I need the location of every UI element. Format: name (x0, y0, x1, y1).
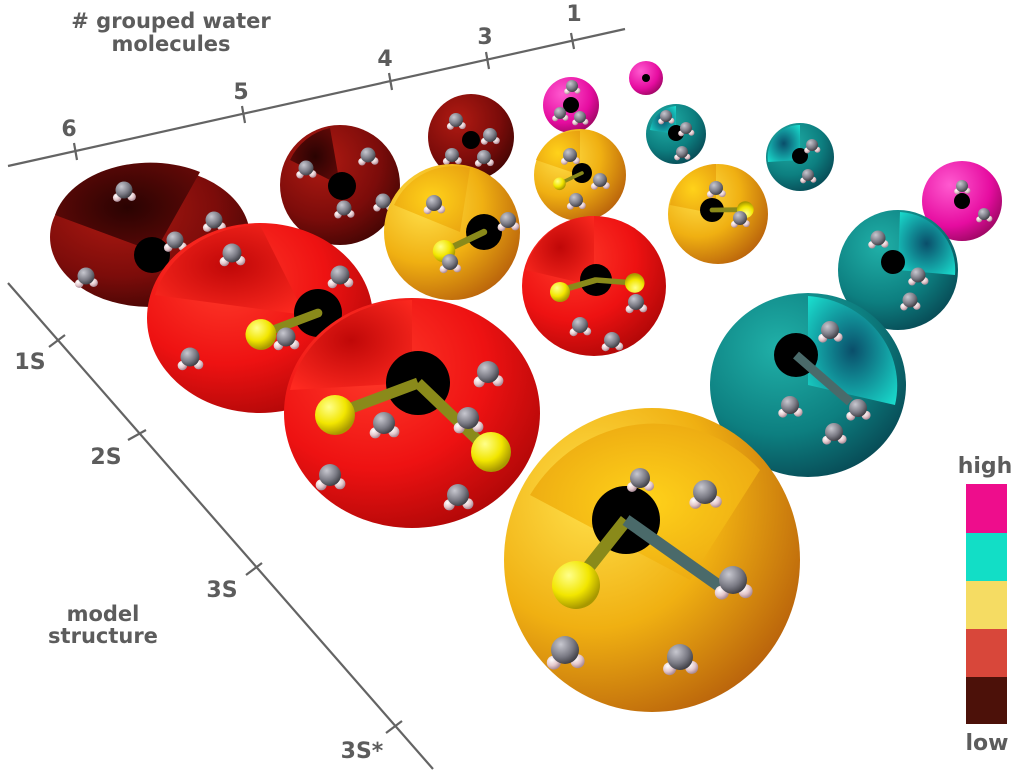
left-tick-label-2S: 2S (90, 445, 121, 470)
left-tick-label-1S: 1S (14, 350, 45, 375)
left-tick-label-3S: 3S (206, 578, 237, 603)
top-tick-label-1: 1 (566, 2, 581, 27)
sphere-1S-5 (280, 125, 400, 245)
top-axis-line (7, 27, 626, 168)
left-axis-title-line1: model (67, 602, 140, 626)
top-axis-title-line1: # grouped water (71, 9, 271, 33)
legend-swatch-2 (966, 533, 1007, 581)
legend-swatch-high (966, 484, 1007, 533)
legend-swatch-4 (966, 629, 1007, 677)
left-axis: 1S 2S 3S 3S* model structure (7, 282, 434, 770)
top-tick-label-6: 6 (61, 117, 76, 142)
sphere-3Sstar-3 (838, 210, 958, 330)
top-axis: 1 3 4 5 6 # grouped water molecules (7, 2, 626, 168)
sphere-3S-4 (522, 216, 666, 356)
top-tick-label-3: 3 (477, 25, 492, 50)
top-tick-label-4: 4 (377, 47, 392, 72)
sphere-3Sstar-5 (504, 408, 800, 712)
top-axis-tick-4 (387, 72, 394, 91)
color-legend: high low (958, 454, 1013, 756)
left-axis-tick-3S (245, 562, 263, 576)
sphere-3S-5 (284, 298, 540, 528)
sphere-3S-1 (766, 123, 834, 191)
legend-low-label: low (966, 731, 1009, 756)
sphere-1S-4 (428, 94, 514, 180)
sphere-1S-3 (543, 77, 599, 133)
top-tick-label-5: 5 (233, 80, 248, 105)
top-axis-tick-3 (484, 51, 491, 70)
sphere-3Sstar-1 (922, 161, 1002, 241)
left-axis-line (7, 282, 434, 770)
sphere-3S-3 (668, 164, 768, 264)
top-axis-tick-5 (240, 105, 247, 124)
sphere-3Sstar-4 (710, 293, 906, 477)
left-tick-label-3S-star: 3S* (341, 739, 384, 764)
sphere-2S-4 (534, 129, 626, 221)
sphere-1S-1 (629, 61, 663, 95)
legend-swatch-3 (966, 581, 1007, 629)
left-axis-title-line2: structure (48, 624, 158, 648)
sphere-2S-5 (384, 164, 520, 300)
sphere-2S-3 (646, 104, 706, 164)
top-axis-tick-6 (72, 142, 79, 161)
top-axis-title-line2: molecules (111, 32, 230, 56)
top-axis-tick-1 (569, 32, 576, 50)
left-axis-tick-3S-star (385, 720, 403, 734)
left-axis-tick-1S (48, 334, 66, 348)
legend-swatch-low (966, 677, 1007, 724)
left-axis-tick-2S (127, 429, 147, 441)
legend-high-label: high (958, 454, 1013, 479)
